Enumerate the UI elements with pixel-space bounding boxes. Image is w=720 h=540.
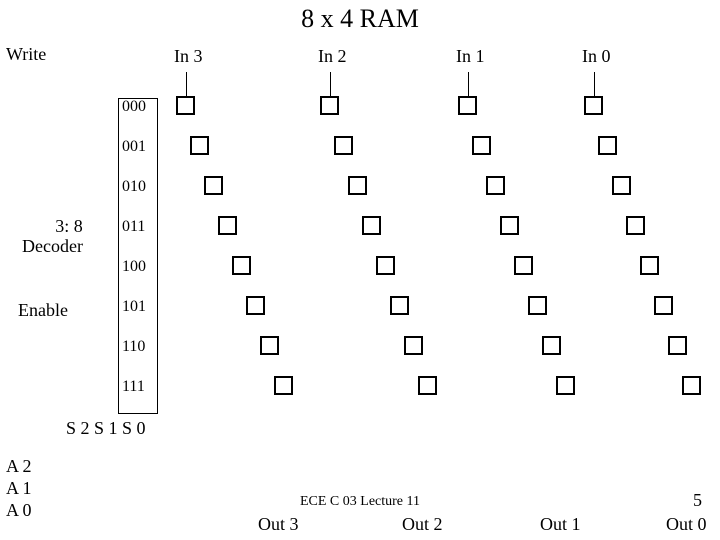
mem-cell-r1-c1 bbox=[334, 136, 353, 155]
addr-label-0: A 2 bbox=[6, 456, 32, 477]
mem-cell-r1-c3 bbox=[598, 136, 617, 155]
mem-cell-r6-c0 bbox=[260, 336, 279, 355]
row-code-001: 001 bbox=[122, 138, 146, 156]
mem-cell-r3-c2 bbox=[500, 216, 519, 235]
input-label-1: In 2 bbox=[318, 46, 347, 67]
mem-cell-r0-c3 bbox=[584, 96, 603, 115]
mem-cell-r6-c2 bbox=[542, 336, 561, 355]
input-label-2: In 1 bbox=[456, 46, 485, 67]
mem-cell-r5-c1 bbox=[390, 296, 409, 315]
output-label-0: Out 3 bbox=[258, 514, 299, 535]
mem-cell-r3-c3 bbox=[626, 216, 645, 235]
enable-label: Enable bbox=[18, 300, 68, 321]
input-stub-2 bbox=[468, 72, 469, 96]
mem-cell-r7-c2 bbox=[556, 376, 575, 395]
select-lines-label: S 2 S 1 S 0 bbox=[66, 418, 146, 439]
row-code-010: 010 bbox=[122, 178, 146, 196]
mem-cell-r6-c1 bbox=[404, 336, 423, 355]
decoder-label-1: 3: 8 bbox=[22, 216, 116, 237]
write-label: Write bbox=[6, 44, 46, 65]
mem-cell-r4-c1 bbox=[376, 256, 395, 275]
input-stub-1 bbox=[330, 72, 331, 96]
row-code-101: 101 bbox=[122, 298, 146, 316]
mem-cell-r6-c3 bbox=[668, 336, 687, 355]
output-label-3: Out 0 bbox=[666, 514, 707, 535]
slide-number: 5 bbox=[693, 490, 702, 511]
row-code-111: 111 bbox=[122, 378, 145, 396]
mem-cell-r4-c3 bbox=[640, 256, 659, 275]
mem-cell-r0-c2 bbox=[458, 96, 477, 115]
mem-cell-r3-c0 bbox=[218, 216, 237, 235]
mem-cell-r5-c0 bbox=[246, 296, 265, 315]
output-label-2: Out 1 bbox=[540, 514, 581, 535]
mem-cell-r0-c0 bbox=[176, 96, 195, 115]
page-title: 8 x 4 RAM bbox=[0, 4, 720, 34]
decoder-label-2: Decoder bbox=[22, 236, 116, 257]
mem-cell-r1-c0 bbox=[190, 136, 209, 155]
row-code-110: 110 bbox=[122, 338, 145, 356]
mem-cell-r4-c0 bbox=[232, 256, 251, 275]
input-stub-3 bbox=[594, 72, 595, 96]
mem-cell-r7-c3 bbox=[682, 376, 701, 395]
mem-cell-r2-c0 bbox=[204, 176, 223, 195]
footer-text: ECE C 03 Lecture 11 bbox=[0, 494, 720, 510]
mem-cell-r5-c3 bbox=[654, 296, 673, 315]
mem-cell-r7-c1 bbox=[418, 376, 437, 395]
input-label-3: In 0 bbox=[582, 46, 611, 67]
row-code-100: 100 bbox=[122, 258, 146, 276]
row-code-000: 000 bbox=[122, 98, 146, 116]
mem-cell-r3-c1 bbox=[362, 216, 381, 235]
mem-cell-r1-c2 bbox=[472, 136, 491, 155]
mem-cell-r2-c1 bbox=[348, 176, 367, 195]
row-code-011: 011 bbox=[122, 218, 145, 236]
mem-cell-r7-c0 bbox=[274, 376, 293, 395]
mem-cell-r2-c2 bbox=[486, 176, 505, 195]
mem-cell-r4-c2 bbox=[514, 256, 533, 275]
output-label-1: Out 2 bbox=[402, 514, 443, 535]
input-label-0: In 3 bbox=[174, 46, 203, 67]
input-stub-0 bbox=[186, 72, 187, 96]
mem-cell-r0-c1 bbox=[320, 96, 339, 115]
mem-cell-r2-c3 bbox=[612, 176, 631, 195]
mem-cell-r5-c2 bbox=[528, 296, 547, 315]
